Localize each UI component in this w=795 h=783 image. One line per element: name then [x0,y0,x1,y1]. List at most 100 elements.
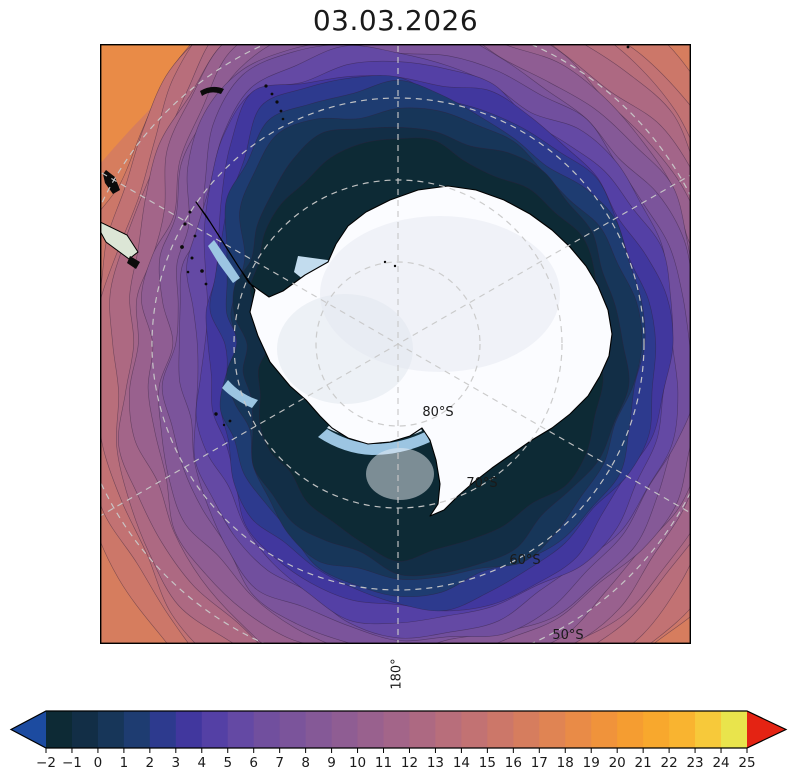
colorbar-tick-label: 15 [479,755,496,771]
colorbar-tick-label: 21 [635,755,652,771]
colorbar-tick-label: 20 [609,755,626,771]
interior-shading-3 [366,448,434,500]
colorbar-segment-26 [721,711,748,748]
graticule-group [100,44,691,644]
lat-label-70°S: 70°S [466,476,497,491]
colorbar-segment-8 [253,711,281,748]
colorbar-tick-label: 24 [712,755,729,771]
islet-dot [214,412,218,416]
colorbar-segment-3 [123,711,151,748]
colorbar-segment-11 [331,711,359,748]
colorbar-segment-24 [669,711,696,748]
colorbar-tick-label: 3 [172,755,181,771]
colorbar-segment-22 [617,711,644,748]
colorbar-tick-label: 17 [531,755,548,771]
map-labels-group: 80°S 70°S 60°S 50°S [422,405,583,643]
colorbar-segment-4 [149,711,177,748]
islet-dot [228,419,232,423]
colorbar-tick-label: 22 [661,755,678,771]
colorbar-segment-5 [175,711,203,748]
islet-dot [193,234,197,238]
colorbar-segment-20 [565,711,592,748]
colorbar-segment-14 [409,711,437,748]
lat-label-60°S: 60°S [509,553,540,568]
peninsula-west-ice-sliver [208,240,240,283]
south-georgia-island [200,86,224,96]
colorbar-tick-label: 0 [94,755,103,771]
southwest-coast-ice-sliver [222,380,258,408]
lat-label-50°S: 50°S [552,628,583,643]
islet-dot [200,269,204,273]
colorbar-segment-17 [487,711,514,748]
colorbar-under-arrow [11,711,46,748]
colorbar-segment-18 [513,711,540,748]
islet-dot [222,423,226,427]
colorbar-segment-19 [539,711,566,748]
colorbar-tick-label: 7 [275,755,284,771]
islet-dot [186,270,190,274]
islet-dot [183,222,187,226]
colorbar-segment-10 [305,711,333,748]
colorbar-tick-label: 6 [249,755,258,771]
colorbar: −2 −1 0 1 2 3 4 5 6 7 8 9 10 11 12 13 14 15 16 17 18 19 20 21 22… [9,710,788,771]
plot-title: 03.03.2026 [312,4,479,37]
colorbar-tick-label: 14 [453,755,470,771]
colorbar-segment-21 [591,711,618,748]
islands-group [100,45,630,427]
small-dark-islet [127,256,140,269]
colorbar-tick-label: 11 [375,755,392,771]
colorbar-segment-15 [435,711,462,748]
south-sandwich-islands [264,84,285,121]
colorbar-tick-label: 9 [327,755,336,771]
left-edge-island [103,170,120,194]
interior-shading-2 [277,294,413,404]
lat-label-80°S: 80°S [422,405,453,420]
islet-dot [626,45,630,49]
colorbar-tick-label: −2 [36,755,56,771]
colorbar-tick-label: 19 [583,755,600,771]
islet-dot [279,109,283,113]
colorbar-segment-0 [46,711,73,748]
colorbar-tick-label: 25 [738,755,755,771]
colorbar-tick-label: 23 [686,755,703,771]
colorbar-tick-label: 4 [197,755,206,771]
islet-dot [281,117,285,121]
colorbar-segment-2 [97,711,125,748]
colorbar-segment-16 [461,711,488,748]
islet-dot [393,264,397,268]
colorbar-tick-label: 12 [401,755,418,771]
colorbar-segment-6 [201,711,229,748]
colorbar-segment-23 [643,711,670,748]
map-frame [100,44,691,644]
latitude-circle-80°S [315,261,481,427]
antarctic-sst-map: 80°S 70°S 60°S 50°S [100,44,691,644]
colorbar-tick-label: 16 [505,755,522,771]
islet-dot [180,245,184,249]
colorbar-segment-12 [357,711,385,748]
peninsula-offshore-islets [180,210,208,286]
colorbar-tick-label: 1 [120,755,129,771]
islet-dot [204,282,208,286]
colorbar-segment-1 [71,711,99,748]
colorbar-over-arrow [747,711,786,748]
colorbar-segment-9 [279,711,307,748]
colorbar-tick-label: 8 [301,755,310,771]
meridian-line-150 [100,174,691,517]
islet-dot [190,256,194,260]
colorbar-tick-label: 2 [146,755,155,771]
colorbar-tick-label: 5 [223,755,232,771]
southern-ocean-islets [214,45,630,427]
longitude-axis-label: 180° [389,658,405,690]
colorbar-tick-label: 13 [427,755,444,771]
islet-dot [264,84,268,88]
sst-warm-corner-patch [100,44,220,164]
colorbar-segment-25 [695,711,722,748]
islet-dot [270,92,274,96]
colorbar-tick-label: 18 [557,755,574,771]
islet-dot [188,210,192,214]
colorbar-segment-13 [383,711,411,748]
islet-dot [383,260,387,264]
colorbar-tick-label: 10 [349,755,366,771]
colorbar-segment-7 [227,711,255,748]
